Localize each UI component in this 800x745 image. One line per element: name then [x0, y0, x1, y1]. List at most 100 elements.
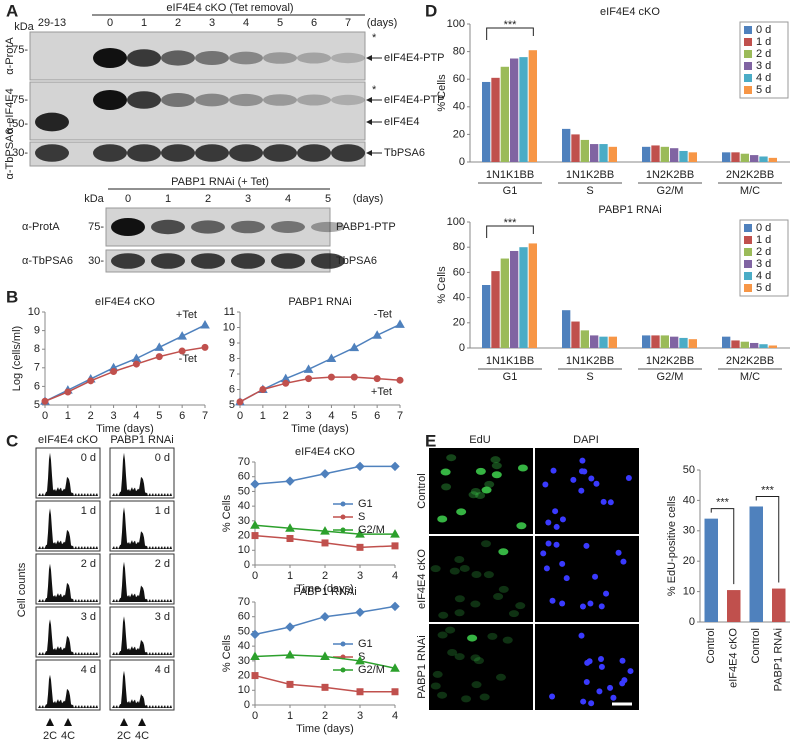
- blot-band: [127, 91, 161, 109]
- x-tick-label: 4: [392, 710, 398, 722]
- cell: [456, 508, 467, 516]
- bar: [740, 341, 749, 348]
- bar: [670, 148, 679, 162]
- channel-header: EdU: [469, 434, 490, 446]
- cell: [559, 516, 566, 523]
- peak-label: 4C: [61, 730, 75, 742]
- y-tick-label: 80: [453, 46, 465, 58]
- marker: [391, 688, 399, 696]
- marker: [303, 364, 314, 373]
- y-tick-label: 10: [238, 544, 250, 556]
- blot-band: [297, 144, 331, 162]
- histogram: [38, 674, 98, 708]
- cell: [437, 515, 448, 523]
- y-tick-label: 10: [28, 306, 40, 318]
- marker: [251, 672, 259, 680]
- x-tick-label: 4: [133, 410, 139, 422]
- legend-swatch: [744, 50, 752, 58]
- bar: [679, 337, 688, 348]
- marker: [110, 368, 118, 376]
- y-axis-title: Cell counts: [16, 562, 28, 617]
- star: *: [372, 32, 377, 44]
- row-label: 3 d: [155, 611, 170, 623]
- legend-label: 3 d: [756, 60, 771, 72]
- bar: [519, 57, 528, 163]
- legend-marker: [340, 514, 346, 520]
- blot-band: [111, 218, 145, 236]
- cell: [483, 571, 494, 579]
- row-label: 2 d: [81, 558, 96, 570]
- histogram: [38, 619, 98, 655]
- x-tick-label: 6: [374, 410, 380, 422]
- cell: [490, 456, 501, 464]
- cell: [553, 541, 560, 548]
- marker: [373, 375, 381, 383]
- y-tick-label: 20: [683, 555, 695, 567]
- y-axis-title: % Cells: [221, 494, 233, 532]
- bar: [688, 339, 697, 348]
- row-label: 2 d: [155, 558, 170, 570]
- bar: [608, 336, 617, 348]
- cell: [454, 595, 465, 603]
- histogram: [38, 452, 98, 496]
- star: *: [372, 84, 377, 96]
- chart-title: eIF4E4 cKO: [95, 296, 155, 308]
- cell: [587, 600, 594, 607]
- lane-label: 2: [175, 17, 181, 29]
- y-tick-label: 10: [238, 684, 250, 696]
- x-tick-label: 0: [252, 710, 258, 722]
- marker: [355, 461, 365, 472]
- series-label: +Tet: [176, 309, 197, 321]
- legend-swatch: [744, 260, 752, 268]
- x-tick-label: 1: [65, 410, 71, 422]
- bar: [491, 271, 500, 348]
- marker: [372, 330, 383, 339]
- significance-bracket: [486, 27, 534, 40]
- bar: [749, 506, 763, 622]
- lane-label: 2: [205, 193, 211, 205]
- row-label: 1 d: [155, 505, 170, 517]
- band-label: TbPSA6: [336, 255, 377, 267]
- cell: [461, 695, 472, 703]
- marker: [349, 342, 360, 352]
- blot-band: [311, 253, 345, 269]
- x-tick-label: 5: [156, 410, 162, 422]
- bar: [660, 335, 669, 348]
- legend-marker: [340, 501, 346, 507]
- cell: [473, 657, 484, 665]
- significance-bracket: [755, 495, 780, 583]
- legend-label: 1 d: [756, 36, 771, 48]
- cell: [552, 508, 559, 515]
- cell: [495, 673, 506, 681]
- cell: [578, 487, 585, 494]
- cell: [615, 549, 622, 556]
- blot-band: [231, 253, 265, 269]
- category-label: 2N2K2BB: [726, 355, 774, 367]
- y-tick-label: 30: [238, 515, 250, 527]
- blot-band: [231, 220, 265, 234]
- cell: [625, 475, 632, 482]
- cell: [454, 653, 465, 661]
- cell: [470, 600, 481, 608]
- peak-arrow: [64, 718, 72, 726]
- bar: [722, 336, 731, 348]
- bar: [750, 342, 759, 348]
- histogram-frame: [35, 606, 101, 658]
- marker: [285, 649, 295, 659]
- cell: [579, 603, 586, 610]
- band-label: PABP1-PTP: [336, 221, 396, 233]
- histogram: [112, 507, 172, 549]
- lane-label: 0: [125, 193, 131, 205]
- y-tick-label: 60: [453, 266, 465, 278]
- x-axis-title: Time (days): [291, 423, 349, 435]
- cell: [598, 663, 605, 670]
- category-label: 1N1K1BB: [486, 355, 534, 367]
- chart-title: PABP1 RNAi: [598, 204, 661, 216]
- cell: [470, 487, 481, 495]
- lane-label: 3: [245, 193, 251, 205]
- y-tick-label: 70: [238, 596, 250, 608]
- cell: [445, 626, 456, 634]
- series-label: -Tet: [179, 353, 197, 365]
- cell: [449, 567, 460, 575]
